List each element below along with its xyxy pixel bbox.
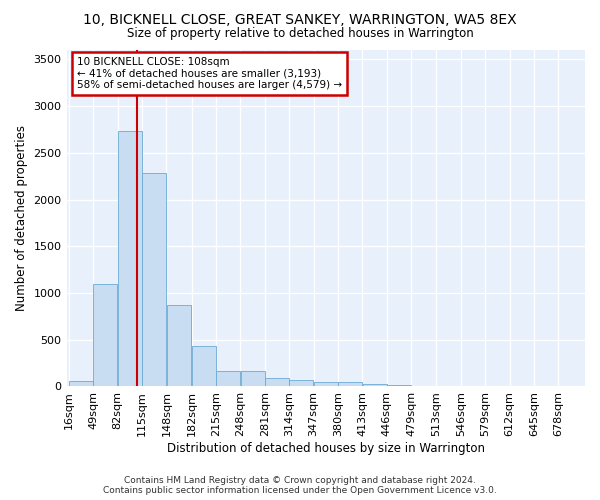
Bar — [265, 378, 289, 386]
Bar — [94, 284, 118, 387]
Text: Size of property relative to detached houses in Warrington: Size of property relative to detached ho… — [127, 28, 473, 40]
Bar — [362, 384, 386, 386]
Bar — [216, 370, 240, 386]
Y-axis label: Number of detached properties: Number of detached properties — [15, 125, 28, 311]
Bar — [289, 380, 313, 386]
Bar — [142, 174, 166, 386]
Bar — [69, 382, 93, 386]
Text: 10 BICKNELL CLOSE: 108sqm
← 41% of detached houses are smaller (3,193)
58% of se: 10 BICKNELL CLOSE: 108sqm ← 41% of detac… — [77, 56, 342, 90]
Bar — [387, 384, 411, 386]
Text: 10, BICKNELL CLOSE, GREAT SANKEY, WARRINGTON, WA5 8EX: 10, BICKNELL CLOSE, GREAT SANKEY, WARRIN… — [83, 12, 517, 26]
Bar — [192, 346, 216, 387]
X-axis label: Distribution of detached houses by size in Warrington: Distribution of detached houses by size … — [167, 442, 485, 455]
Bar — [338, 382, 362, 386]
Text: Contains HM Land Registry data © Crown copyright and database right 2024.
Contai: Contains HM Land Registry data © Crown c… — [103, 476, 497, 495]
Bar — [118, 132, 142, 386]
Bar — [167, 305, 191, 386]
Bar — [314, 382, 338, 386]
Bar — [241, 371, 265, 386]
